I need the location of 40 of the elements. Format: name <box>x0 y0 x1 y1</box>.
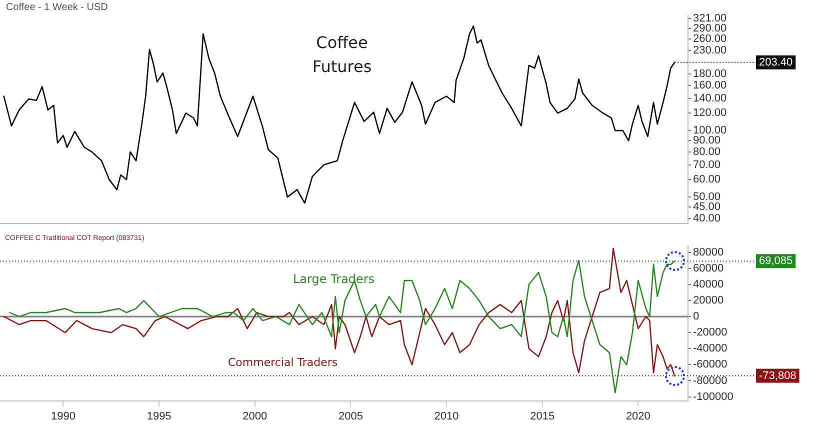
ref-line-label: 69,085 <box>759 255 793 268</box>
y-tick-label: 40000 <box>693 278 724 291</box>
ref-line-label: -73,808 <box>759 370 796 382</box>
x-tick-label: 1995 <box>146 410 172 422</box>
y-tick-label: -80000 <box>693 374 728 387</box>
y-tick-label: 80000 <box>693 246 724 258</box>
y-tick-label: 100.00 <box>693 124 727 137</box>
x-tick-label: 2010 <box>434 410 459 422</box>
y-tick-label: 60000 <box>693 262 724 274</box>
y-tick-label: -100000 <box>693 390 734 403</box>
x-tick-label: 2005 <box>338 410 363 422</box>
y-tick-label: 80.00 <box>693 146 721 158</box>
series-label: Commercial Traders <box>228 356 338 369</box>
y-tick-label: 140.00 <box>693 92 727 104</box>
y-tick-label: 0 <box>693 310 700 323</box>
y-tick-label: 20000 <box>693 294 724 307</box>
series-label: Large Traders <box>293 272 375 286</box>
y-tick-label: 50.00 <box>693 191 721 204</box>
annotation: 203.40 <box>759 56 793 68</box>
x-tick-label: 2020 <box>626 410 650 422</box>
y-tick-label: 321.00 <box>693 12 727 25</box>
y-tick-label: 60.00 <box>693 174 721 186</box>
y-tick-label: -40000 <box>693 342 728 355</box>
y-tick-label: 90.00 <box>693 134 721 147</box>
x-tick-label: 2015 <box>530 410 555 422</box>
y-tick-label: 230.00 <box>693 44 727 57</box>
y-tick-label: 180.00 <box>693 68 727 80</box>
y-tick-label: 70.00 <box>693 158 721 171</box>
y-tick-label: -60000 <box>693 358 728 371</box>
y-tick-label: -20000 <box>693 326 728 339</box>
y-tick-label: 290.00 <box>693 22 727 34</box>
x-tick-label: 1990 <box>51 410 76 422</box>
y-tick-label: 160.00 <box>693 79 727 92</box>
chart-subtitle: Coffee - 1 Week - USD <box>6 2 108 13</box>
text: Coffee Futures <box>312 33 372 76</box>
y-tick-label: 260.00 <box>693 32 727 45</box>
y-tick-label: 40.00 <box>693 212 721 225</box>
x-tick-label: 2000 <box>242 410 268 422</box>
y-tick-label: 45.00 <box>693 201 721 214</box>
y-tick-label: 120.00 <box>693 107 727 120</box>
